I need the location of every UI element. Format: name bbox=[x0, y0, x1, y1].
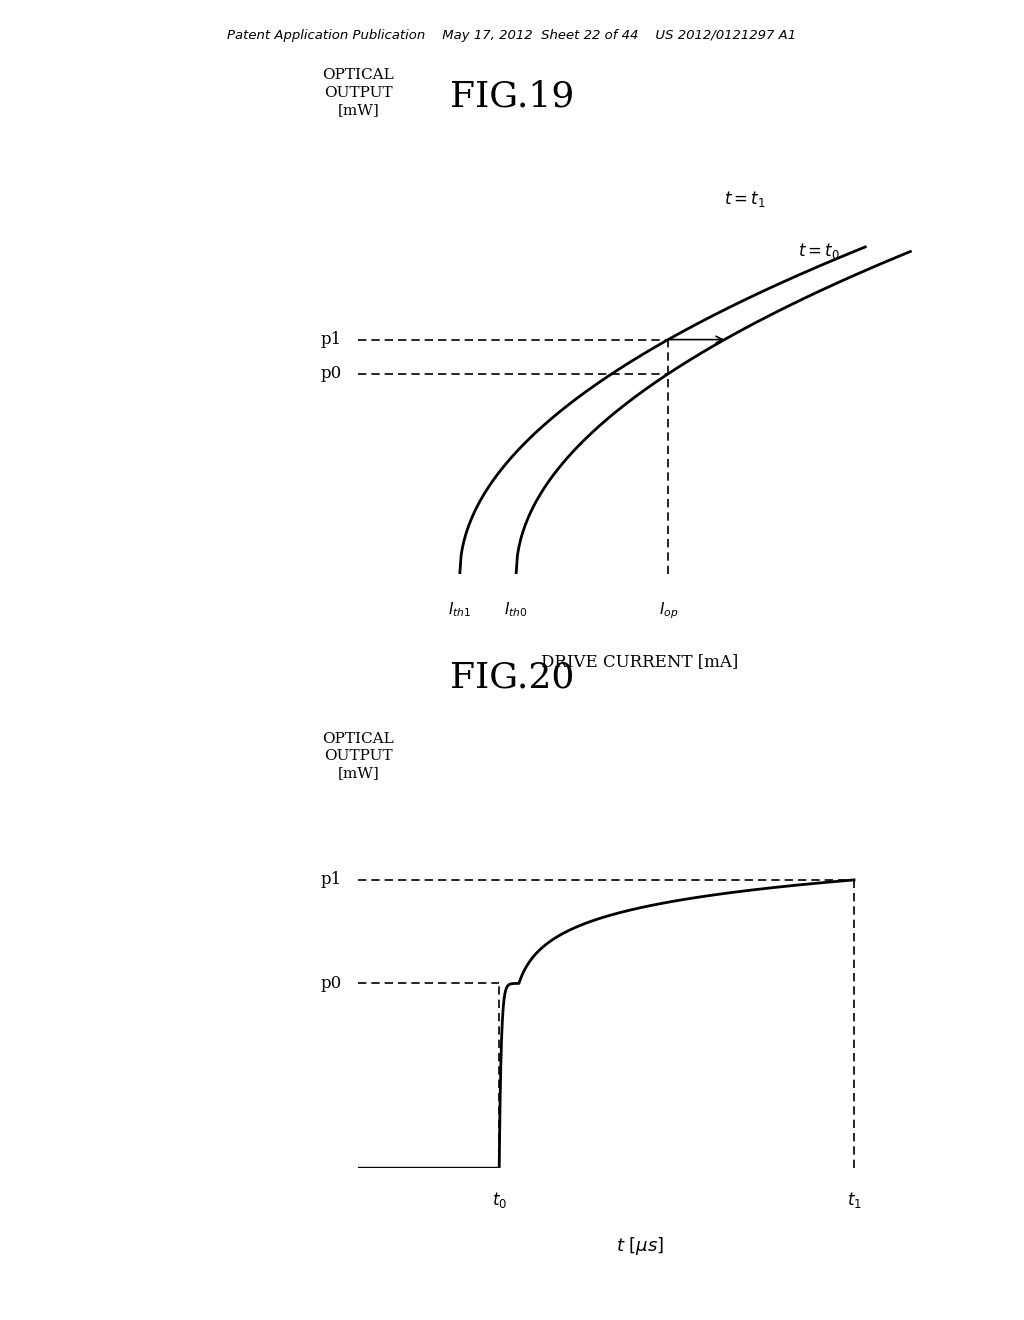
Text: $t_1$: $t_1$ bbox=[847, 1191, 861, 1210]
Text: OPTICAL
OUTPUT
[mW]: OPTICAL OUTPUT [mW] bbox=[323, 69, 394, 116]
Text: FIG.19: FIG.19 bbox=[450, 79, 574, 114]
Text: $I_{th1}$: $I_{th1}$ bbox=[449, 601, 471, 619]
Text: $t\ [\mu s]$: $t\ [\mu s]$ bbox=[615, 1234, 665, 1257]
Text: OPTICAL
OUTPUT
[mW]: OPTICAL OUTPUT [mW] bbox=[323, 731, 394, 780]
Text: $t = t_0$: $t = t_0$ bbox=[798, 242, 840, 261]
Text: $I_{th0}$: $I_{th0}$ bbox=[504, 601, 528, 619]
Text: FIG.20: FIG.20 bbox=[450, 660, 574, 694]
Text: $t_0$: $t_0$ bbox=[492, 1191, 507, 1210]
Text: $t = t_1$: $t = t_1$ bbox=[725, 189, 766, 209]
Text: p0: p0 bbox=[321, 366, 341, 383]
Text: $I_{op}$: $I_{op}$ bbox=[658, 601, 678, 620]
Text: p1: p1 bbox=[321, 331, 341, 348]
Text: p0: p0 bbox=[321, 975, 341, 991]
Text: DRIVE CURRENT [mA]: DRIVE CURRENT [mA] bbox=[542, 652, 738, 669]
Text: Patent Application Publication    May 17, 2012  Sheet 22 of 44    US 2012/012129: Patent Application Publication May 17, 2… bbox=[227, 29, 797, 42]
Text: p1: p1 bbox=[321, 871, 341, 888]
